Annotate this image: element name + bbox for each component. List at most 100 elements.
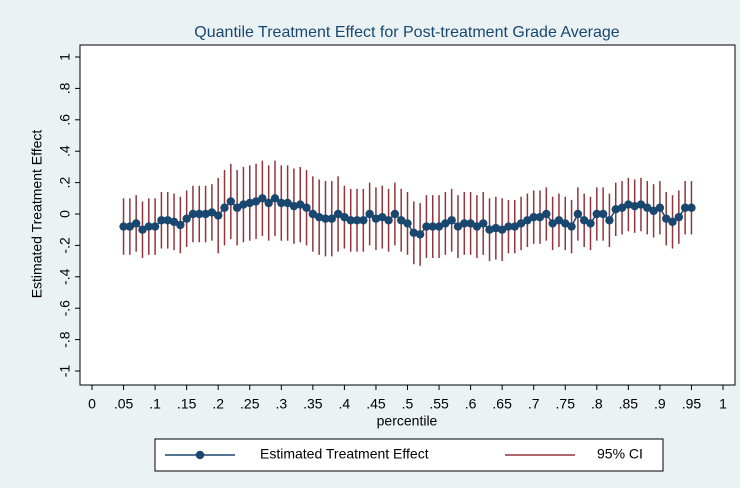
estimate-point <box>680 203 690 212</box>
estimate-point <box>504 222 513 231</box>
estimate-point <box>422 222 431 231</box>
x-tick-label: .35 <box>303 396 323 412</box>
estimate-point <box>264 198 273 208</box>
estimate-point <box>321 214 330 223</box>
x-tick-label: .8 <box>591 396 603 412</box>
estimate-point <box>289 201 299 211</box>
x-tick-label: .4 <box>339 396 351 412</box>
x-tick-label: .85 <box>619 396 639 412</box>
estimate-point <box>270 194 280 203</box>
estimate-point <box>497 225 507 234</box>
estimate-point <box>390 209 400 219</box>
estimate-point <box>144 222 153 231</box>
estimate-point <box>460 219 469 228</box>
estimate-point <box>655 203 665 212</box>
legend-label: Estimated Treatment Effect <box>260 446 429 462</box>
x-tick-label: .3 <box>275 396 287 412</box>
estimate-point <box>611 205 620 214</box>
estimate-point <box>447 216 456 225</box>
estimate-point <box>510 222 519 231</box>
estimate-point <box>624 200 633 209</box>
estimate-point <box>340 212 349 222</box>
x-tick-label: .55 <box>429 396 449 412</box>
x-tick-label: .75 <box>556 396 576 412</box>
x-tick-label: .7 <box>528 396 540 412</box>
estimate-point <box>125 222 135 231</box>
estimate-point <box>643 203 652 212</box>
y-tick-label: -.4 <box>57 268 73 285</box>
estimate-point <box>674 212 684 222</box>
chart-title: Quantile Treatment Effect for Post-treat… <box>194 24 620 41</box>
estimate-point <box>207 208 217 217</box>
estimate-point <box>453 222 463 231</box>
estimate-point <box>466 219 475 228</box>
estimate-point <box>201 209 210 219</box>
x-tick-label: .1 <box>149 396 161 412</box>
estimate-point <box>561 219 570 228</box>
estimate-point <box>314 212 324 222</box>
estimate-point <box>371 214 381 223</box>
estimate-point <box>346 216 355 225</box>
estimate-point <box>359 216 368 225</box>
x-tick-label: .45 <box>366 396 386 412</box>
x-tick-label: .95 <box>682 396 702 412</box>
y-axis-title: Estimated Treatment Effect <box>29 130 45 299</box>
estimate-point <box>662 214 671 223</box>
y-tick-label: 0 <box>57 210 73 218</box>
estimate-point <box>516 219 526 228</box>
y-tick-label: -.2 <box>57 237 73 254</box>
x-tick-label: .05 <box>114 396 134 412</box>
estimate-point <box>542 209 551 219</box>
x-tick-label: .25 <box>240 396 260 412</box>
estimate-point <box>277 198 286 208</box>
y-tick-label: -.8 <box>57 331 73 348</box>
estimate-point <box>554 216 564 225</box>
x-tick-label: 0 <box>88 396 96 412</box>
estimate-point <box>157 216 166 225</box>
estimate-point <box>485 225 494 234</box>
x-tick-label: .65 <box>492 396 512 412</box>
estimate-point <box>535 212 545 222</box>
estimate-point <box>441 219 450 228</box>
x-tick-label: .2 <box>212 396 224 412</box>
estimate-point <box>434 222 444 231</box>
estimate-point <box>472 222 482 231</box>
estimate-point <box>579 216 589 225</box>
estimate-point <box>251 197 261 206</box>
estimate-point <box>131 219 141 228</box>
estimate-point <box>308 209 318 219</box>
y-tick-label: .6 <box>57 114 73 126</box>
estimate-point <box>409 228 419 238</box>
estimate-point <box>630 201 639 211</box>
estimate-point <box>529 212 538 222</box>
estimate-point <box>415 230 425 239</box>
estimate-point <box>548 219 557 228</box>
estimate-point <box>176 220 185 230</box>
estimate-point <box>169 217 179 227</box>
estimate-point <box>220 203 229 212</box>
y-tick-label: 1 <box>57 53 73 61</box>
estimate-point <box>479 219 488 228</box>
estimate-point <box>567 222 576 231</box>
estimate-point <box>214 211 223 220</box>
y-tick-label: .2 <box>57 177 73 189</box>
estimate-point <box>245 198 254 208</box>
estimate-point <box>283 198 292 208</box>
legend <box>154 438 664 472</box>
estimate-point <box>226 197 236 206</box>
x-tick-label: 1 <box>719 396 727 412</box>
y-tick-label: .8 <box>57 82 73 94</box>
x-tick-label: .5 <box>402 396 414 412</box>
estimate-point <box>649 206 658 216</box>
estimate-point <box>195 209 204 219</box>
estimate-point <box>617 203 627 212</box>
y-tick-label: -.6 <box>57 300 73 317</box>
estimate-point <box>232 203 242 212</box>
estimate-point <box>428 222 437 231</box>
estimate-point <box>491 223 501 233</box>
estimate-point <box>592 209 601 219</box>
estimate-point <box>239 200 248 209</box>
estimate-point <box>636 200 646 209</box>
